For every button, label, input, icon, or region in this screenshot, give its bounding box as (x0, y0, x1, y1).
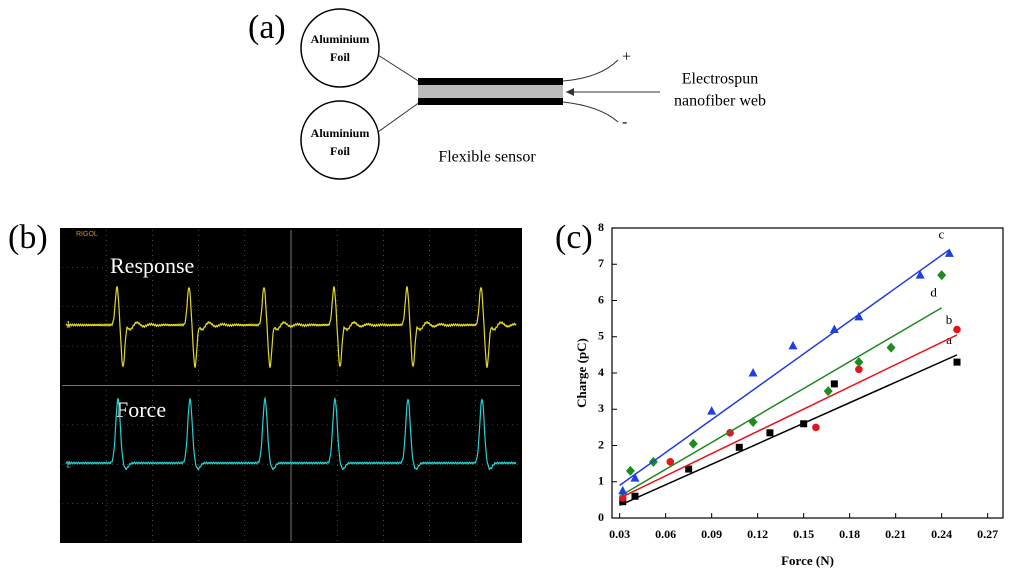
point (788, 340, 798, 350)
electrode (418, 98, 563, 105)
point (829, 324, 839, 333)
fit-line (619, 334, 958, 499)
x-tick-label: 0.27 (977, 527, 998, 541)
point (886, 342, 896, 353)
electrode (418, 78, 563, 85)
nanofiber-layer (418, 85, 563, 98)
x-tick-label: 0.03 (609, 527, 630, 541)
y-tick-label: 7 (598, 256, 604, 270)
series-label: d (930, 285, 937, 300)
point (666, 458, 675, 466)
point (631, 492, 639, 500)
y-tick-label: 2 (598, 437, 604, 451)
panel-label: (b) (8, 219, 48, 256)
point (855, 365, 863, 374)
web-label: Electrospun (682, 71, 758, 88)
wire (562, 101, 619, 123)
y-tick-label: 5 (598, 329, 604, 343)
fit-line (619, 307, 943, 497)
point (618, 485, 628, 495)
panel-label: (c) (555, 219, 593, 256)
point (735, 443, 743, 451)
oscilloscope: RIGOL 1 2 Response Force (60, 228, 522, 543)
diagram: Aluminium Foil Aluminium Foil + - Electr… (300, 8, 766, 180)
plot-frame (611, 227, 1004, 519)
point (854, 311, 864, 321)
force-trace (65, 396, 517, 471)
y-tick-label: 6 (598, 292, 604, 306)
x-tick-label: 0.24 (931, 527, 952, 541)
response-trace (65, 286, 517, 368)
point (748, 416, 758, 427)
web-label: nanofiber web (674, 93, 766, 110)
fit-line (619, 249, 950, 486)
y-tick-label: 0 (598, 510, 604, 524)
series-label: c (938, 227, 944, 242)
x-tick-label: 0.06 (655, 527, 676, 541)
x-tick-label: 0.12 (747, 527, 768, 541)
point (707, 406, 717, 415)
point (766, 429, 774, 437)
x-tick-label: 0.21 (885, 527, 906, 541)
channel-marker: 2 (66, 459, 71, 469)
wire (562, 59, 619, 82)
point (854, 357, 864, 368)
y-tick-label: 4 (598, 365, 604, 379)
x-tick-label: 0.15 (793, 527, 814, 541)
force-label: Force (116, 397, 166, 422)
sensor-label: Flexible sensor (438, 149, 536, 166)
point (830, 380, 838, 388)
point (685, 465, 693, 473)
wire (377, 101, 421, 133)
foil-circle (300, 8, 380, 88)
x-tick-label: 0.18 (839, 527, 860, 541)
x-tick-label: 0.09 (701, 527, 722, 541)
point (953, 358, 961, 366)
wire (377, 54, 421, 83)
point (953, 325, 961, 334)
arrow-head (566, 88, 574, 96)
y-tick-label: 8 (598, 220, 604, 234)
y-tick-label: 3 (598, 401, 604, 415)
foil-label: Aluminium (311, 32, 370, 46)
point (937, 270, 947, 281)
point (625, 465, 635, 476)
x-axis-title: Force (N) (781, 553, 834, 568)
minus-sign: - (622, 114, 627, 131)
series-label: b (946, 312, 953, 327)
brand: RIGOL (76, 231, 98, 238)
point (812, 423, 820, 432)
foil-label: Aluminium (311, 126, 370, 140)
y-axis-title: Charge (pC) (574, 338, 589, 408)
foil-label: Foil (330, 144, 351, 158)
point (630, 473, 640, 482)
point (800, 420, 808, 428)
point (688, 438, 698, 449)
fit-line (619, 354, 958, 506)
point (944, 248, 954, 257)
foil-label: Foil (330, 50, 351, 64)
plus-sign: + (622, 49, 631, 66)
foil-circle (300, 100, 380, 180)
y-tick-label: 1 (598, 474, 604, 488)
panel-label: (a) (248, 9, 286, 46)
point (823, 386, 833, 397)
point (748, 368, 758, 377)
point (915, 270, 925, 279)
